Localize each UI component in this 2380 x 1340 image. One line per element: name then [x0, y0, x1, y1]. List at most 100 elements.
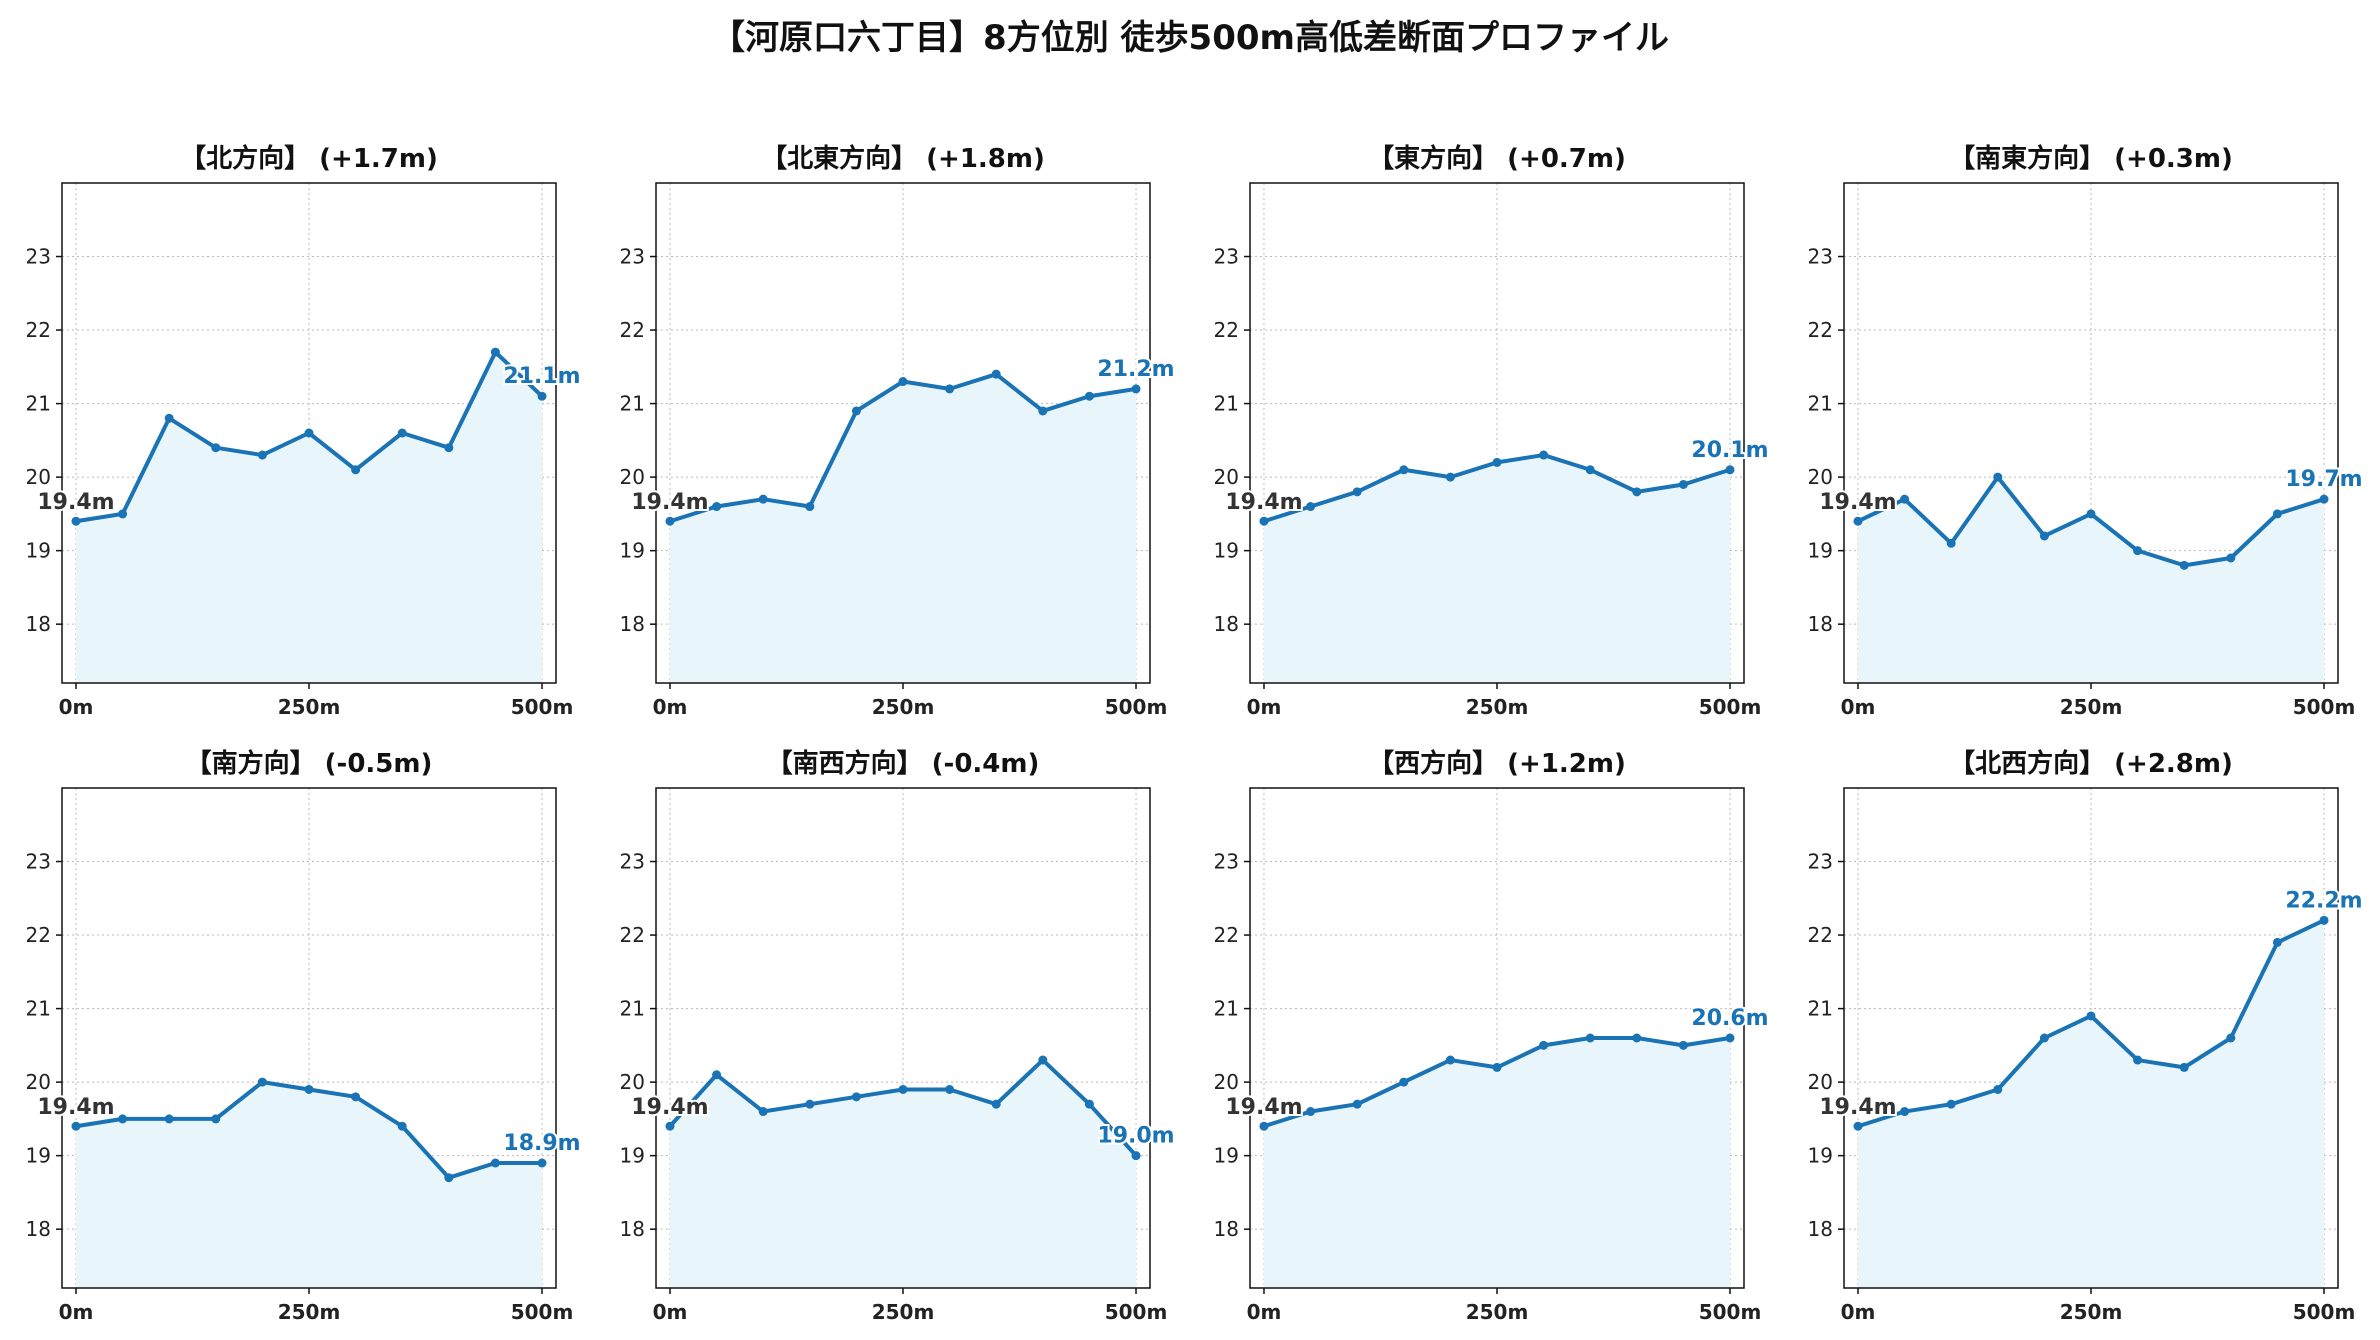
x-tick-label: 500m: [1699, 695, 1762, 719]
data-point: [257, 1077, 267, 1087]
data-point: [945, 384, 955, 394]
subplot-title: 【南西方向】 (-0.4m): [767, 748, 1040, 779]
y-tick-label: 23: [1808, 850, 1833, 874]
data-point: [1585, 1033, 1595, 1043]
y-tick-label: 20: [620, 465, 645, 489]
y-tick-label: 20: [620, 1070, 645, 1094]
data-point: [1306, 1107, 1316, 1117]
data-point: [2179, 560, 2189, 570]
y-tick-label: 21: [620, 997, 645, 1021]
data-point: [351, 465, 361, 475]
data-point: [2226, 553, 2236, 563]
data-point: [1632, 487, 1642, 497]
x-tick-label: 0m: [653, 695, 688, 719]
y-tick-label: 23: [1214, 245, 1239, 269]
data-point: [490, 347, 500, 357]
data-point: [71, 516, 81, 526]
data-point: [490, 1158, 500, 1168]
area-fill: [1857, 920, 2325, 1288]
y-tick-label: 22: [620, 318, 645, 342]
data-point: [1131, 384, 1141, 394]
x-tick-label: 0m: [1247, 1300, 1282, 1324]
subplot-title: 【北西方向】 (+2.8m): [1949, 748, 2233, 779]
data-point: [851, 1092, 861, 1102]
y-tick-label: 18: [620, 1217, 645, 1241]
y-tick-label: 19: [1808, 1144, 1833, 1168]
x-tick-label: 500m: [511, 1300, 574, 1324]
data-point: [1492, 457, 1502, 467]
data-point: [898, 1084, 908, 1094]
data-point: [444, 443, 454, 453]
end-label: 19.0m: [1097, 1124, 1174, 1149]
y-tick-label: 18: [26, 612, 51, 636]
data-point: [1399, 465, 1409, 475]
subplot-title: 【東方向】 (+0.7m): [1368, 143, 1626, 174]
data-point: [805, 502, 815, 512]
subplot-0: 【北方向】 (+1.7m) 18 19 20 21 22 23 0m 250m 500m 19.4m…: [26, 143, 583, 719]
y-tick-label: 19: [26, 539, 51, 563]
subplot-title: 【北方向】 (+1.7m): [180, 143, 438, 174]
data-point: [211, 443, 221, 453]
start-label: 19.4m: [1225, 490, 1302, 515]
y-tick-label: 18: [1214, 1217, 1239, 1241]
data-point: [1585, 465, 1595, 475]
data-point: [2226, 1033, 2236, 1043]
y-tick-label: 22: [26, 318, 51, 342]
y-tick-label: 21: [1808, 997, 1833, 1021]
end-label: 22.2m: [2285, 888, 2362, 913]
y-tick-label: 19: [1214, 539, 1239, 563]
x-tick-label: 500m: [1105, 1300, 1168, 1324]
x-tick-label: 500m: [2293, 1300, 2356, 1324]
data-point: [758, 494, 768, 504]
y-tick-label: 19: [1808, 539, 1833, 563]
start-label: 19.4m: [1225, 1095, 1302, 1120]
data-point: [1678, 1040, 1688, 1050]
y-tick-label: 22: [26, 923, 51, 947]
data-point: [2272, 937, 2282, 947]
y-tick-label: 20: [1808, 1070, 1833, 1094]
y-tick-label: 19: [620, 1144, 645, 1168]
data-point: [991, 369, 1001, 379]
data-point: [2319, 915, 2329, 925]
data-point: [1946, 538, 1956, 548]
data-point: [211, 1114, 221, 1124]
x-tick-label: 500m: [2293, 695, 2356, 719]
data-point: [2086, 1011, 2096, 1021]
data-point: [665, 1121, 675, 1131]
subplot-1: 【北東方向】 (+1.8m) 18 19 20 21 22 23 0m 250m 500m 19.4…: [620, 143, 1177, 719]
data-point: [164, 1114, 174, 1124]
data-point: [712, 502, 722, 512]
data-point: [945, 1084, 955, 1094]
y-tick-label: 23: [26, 245, 51, 269]
data-point: [2039, 531, 2049, 541]
x-tick-label: 0m: [59, 1300, 94, 1324]
subplot-title: 【南方向】 (-0.5m): [186, 748, 433, 779]
subplot-title: 【西方向】 (+1.2m): [1368, 748, 1626, 779]
x-tick-label: 0m: [1841, 695, 1876, 719]
y-tick-label: 23: [620, 245, 645, 269]
x-tick-label: 250m: [2060, 1300, 2123, 1324]
data-point: [851, 406, 861, 416]
y-tick-label: 18: [1808, 612, 1833, 636]
data-point: [1946, 1099, 1956, 1109]
area-fill: [669, 1060, 1137, 1288]
data-point: [118, 509, 128, 519]
data-point: [397, 1121, 407, 1131]
x-tick-label: 250m: [278, 1300, 341, 1324]
y-tick-label: 20: [26, 465, 51, 489]
data-point: [1038, 1055, 1048, 1065]
data-point: [1399, 1077, 1409, 1087]
y-tick-label: 18: [1214, 612, 1239, 636]
data-point: [1084, 1099, 1094, 1109]
y-tick-label: 23: [26, 850, 51, 874]
subplot-2: 【東方向】 (+0.7m) 18 19 20 21 22 23 0m 250m 500m 19.4m…: [1214, 143, 1771, 719]
y-tick-label: 21: [1808, 392, 1833, 416]
data-point: [1993, 472, 2003, 482]
area-fill: [1857, 477, 2325, 683]
data-point: [1632, 1033, 1642, 1043]
data-point: [2179, 1062, 2189, 1072]
data-point: [1539, 450, 1549, 460]
start-label: 19.4m: [37, 1095, 114, 1120]
y-tick-label: 20: [26, 1070, 51, 1094]
data-point: [71, 1121, 81, 1131]
